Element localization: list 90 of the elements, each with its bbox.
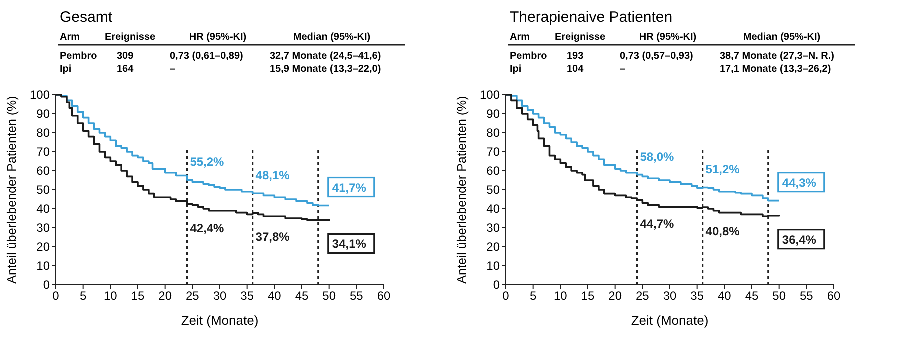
- text: Pembro: [510, 51, 548, 62]
- x-tick-label: 40: [268, 289, 282, 303]
- x-tick-label: 20: [158, 289, 172, 303]
- text: HR (95%-KI): [189, 32, 247, 43]
- x-tick-label: 0: [502, 289, 510, 303]
- annotation: 36,4%: [782, 232, 817, 247]
- x-tick-label: 50: [772, 289, 786, 303]
- y-tick-label: 80: [36, 126, 50, 140]
- annotation: 44,3%: [782, 176, 817, 190]
- y-tick-label: 0: [43, 278, 50, 292]
- annotation: 34,1%: [332, 237, 367, 252]
- text: 0,73 (0,61–0,89): [170, 51, 244, 62]
- x-tick-label: 55: [800, 289, 814, 303]
- text: Ipi: [510, 64, 522, 75]
- y-tick-label: 60: [36, 164, 50, 178]
- x-tick-label: 20: [608, 289, 622, 303]
- y-tick-label: 70: [36, 145, 50, 159]
- text: Median (95%-KI): [293, 32, 371, 43]
- y-tick-label: 50: [486, 183, 500, 197]
- annotation: 51,2%: [706, 162, 740, 177]
- x-tick-label: 40: [718, 289, 732, 303]
- x-tick-label: 15: [131, 289, 145, 303]
- annotation: 55,2%: [190, 155, 225, 170]
- text: 193: [567, 51, 584, 62]
- annotation: 44,7%: [640, 217, 675, 232]
- x-tick-label: 45: [295, 289, 309, 303]
- y-tick-label: 30: [36, 221, 50, 235]
- x-axis-title: Zeit (Monate): [631, 313, 709, 328]
- chart-title: Gesamt: [60, 9, 114, 26]
- text: 164: [117, 64, 134, 75]
- x-tick-label: 50: [322, 289, 336, 303]
- text: Pembro: [60, 51, 98, 62]
- x-tick-label: 60: [377, 289, 391, 303]
- x-tick-label: 5: [530, 289, 537, 303]
- text: 17,1 Monate (13,3–26,2): [720, 64, 832, 75]
- text: 104: [567, 64, 584, 75]
- text: HR (95%-KI): [639, 32, 697, 43]
- x-tick-label: 25: [636, 289, 650, 303]
- y-tick-label: 90: [36, 107, 50, 121]
- y-tick-label: 70: [486, 145, 500, 159]
- x-tick-label: 15: [581, 289, 595, 303]
- y-tick-label: 60: [486, 164, 500, 178]
- x-tick-label: 45: [745, 289, 759, 303]
- x-tick-label: 35: [690, 289, 704, 303]
- text: Arm: [510, 32, 530, 43]
- y-tick-label: 10: [486, 259, 500, 273]
- annotation: 40,8%: [706, 224, 740, 238]
- text: Ereignisse: [555, 32, 606, 43]
- x-tick-label: 35: [240, 289, 254, 303]
- text: 38,7 Monate (27,3–N. R.): [720, 51, 834, 62]
- text: Arm: [60, 32, 80, 43]
- text: 32,7 Monate (24,5–41,6): [270, 51, 382, 62]
- y-tick-label: 20: [486, 240, 500, 254]
- x-tick-label: 10: [554, 289, 568, 303]
- x-tick-label: 5: [80, 289, 87, 303]
- x-axis-title: Zeit (Monate): [181, 313, 259, 328]
- x-tick-label: 30: [213, 289, 227, 303]
- x-tick-label: 55: [350, 289, 364, 303]
- x-tick-label: 30: [663, 289, 677, 303]
- y-tick-label: 50: [36, 183, 50, 197]
- y-tick-label: 10: [36, 259, 50, 273]
- text: –: [620, 64, 626, 75]
- annotation: 58,0%: [640, 150, 675, 164]
- text: 0,73 (0,57–0,93): [620, 51, 694, 62]
- text: 309: [117, 51, 134, 62]
- x-tick-label: 25: [186, 289, 200, 303]
- x-tick-label: 0: [52, 289, 60, 303]
- text: Ipi: [60, 64, 72, 75]
- y-tick-label: 80: [486, 126, 500, 140]
- y-tick-label: 20: [36, 240, 50, 254]
- y-tick-label: 0: [493, 278, 500, 292]
- text: Ereignisse: [105, 32, 156, 43]
- y-tick-label: 40: [486, 202, 500, 216]
- y-tick-label: 40: [36, 202, 50, 216]
- annotation: 37,8%: [256, 230, 290, 244]
- text: Median (95%-KI): [743, 32, 821, 43]
- y-tick-label: 90: [486, 107, 500, 121]
- y-axis-title: Anteil überlebender Patienten (%): [5, 96, 19, 284]
- annotation: 48,1%: [256, 168, 290, 183]
- x-tick-label: 10: [104, 289, 118, 303]
- text: 15,9 Monate (13,3–22,0): [270, 64, 382, 75]
- x-tick-label: 60: [827, 289, 841, 303]
- y-tick-label: 100: [480, 88, 500, 102]
- annotation: 42,4%: [190, 221, 225, 236]
- y-axis-title: Anteil überlebender Patienten (%): [455, 96, 469, 284]
- y-tick-label: 30: [486, 221, 500, 235]
- y-tick-label: 100: [30, 88, 50, 102]
- text: –: [170, 64, 176, 75]
- chart-title: Therapienaive Patienten: [510, 9, 673, 26]
- annotation: 41,7%: [332, 180, 367, 195]
